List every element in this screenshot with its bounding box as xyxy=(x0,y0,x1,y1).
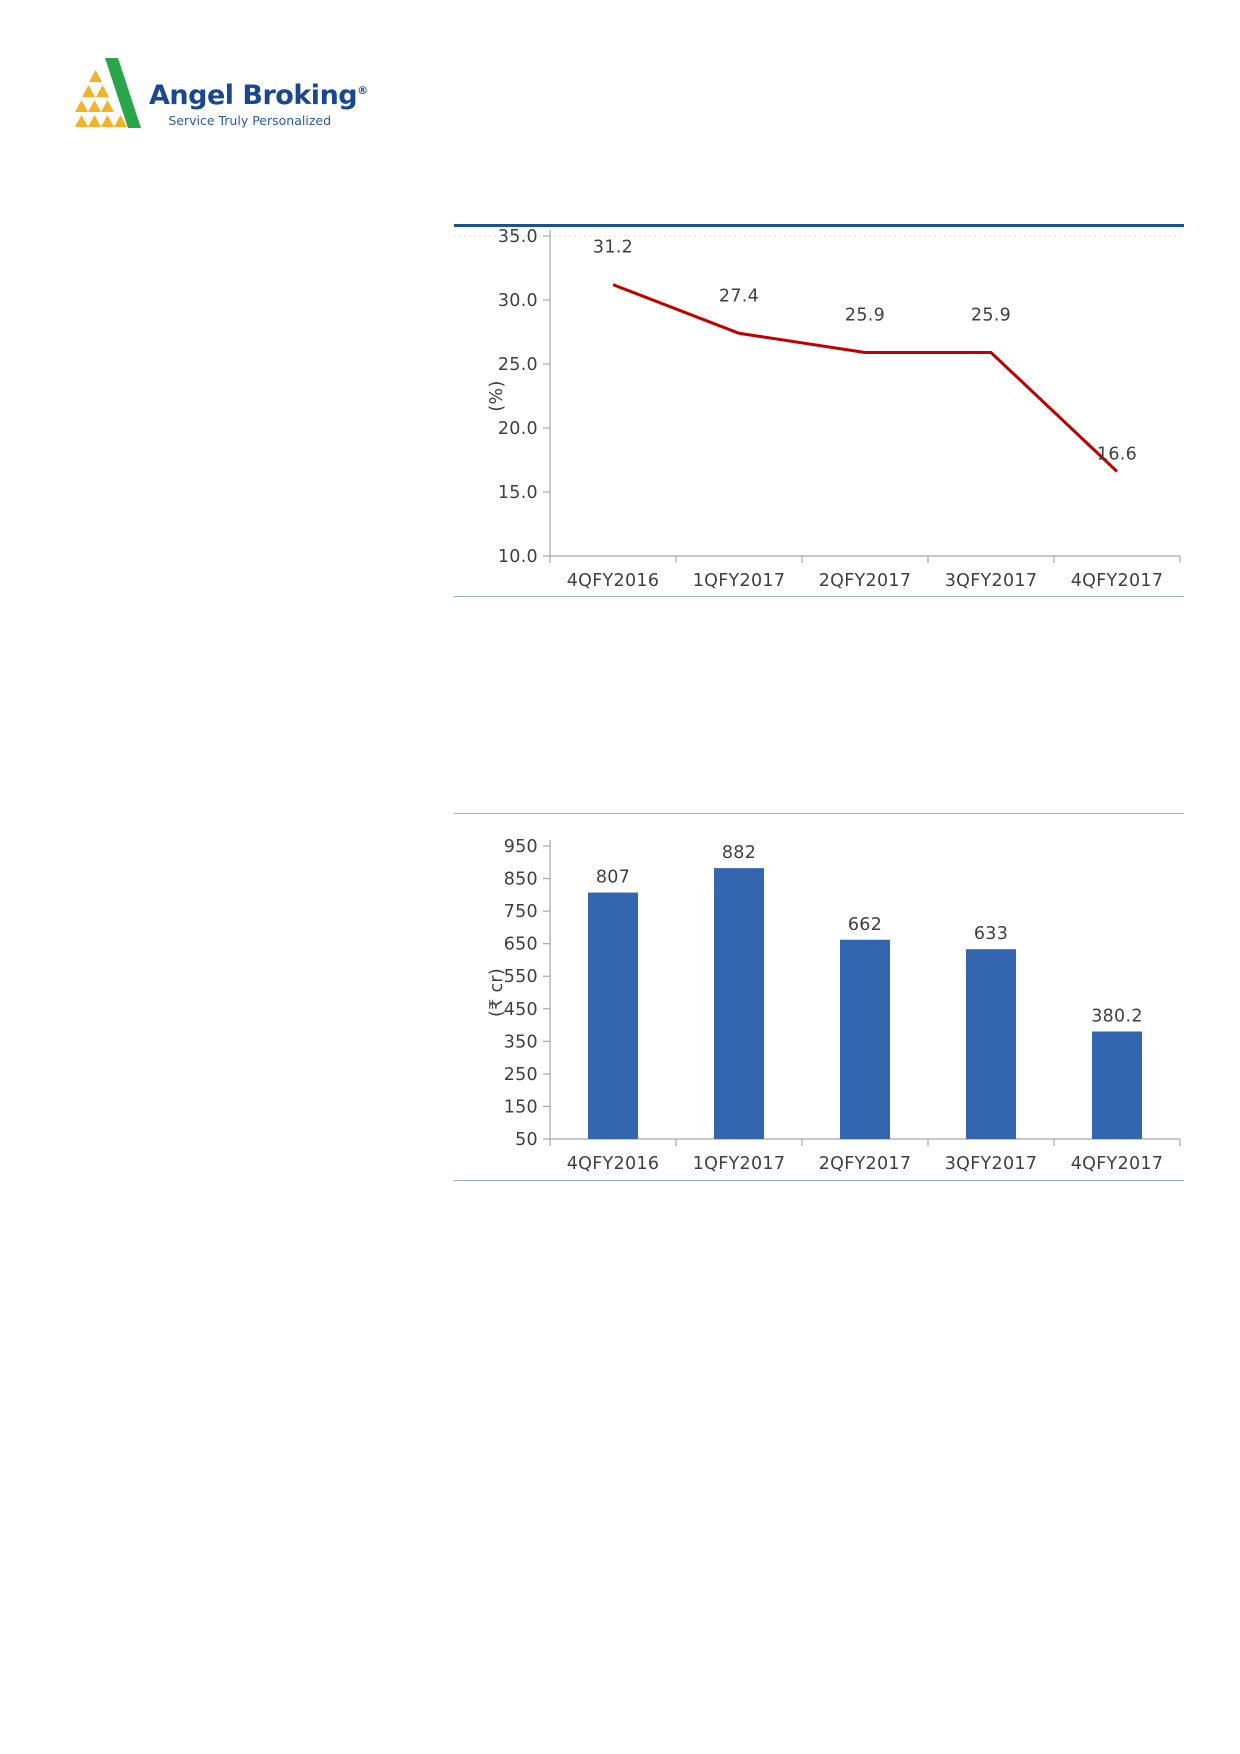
svg-text:550: 550 xyxy=(504,967,538,987)
svg-text:27.4: 27.4 xyxy=(719,286,759,306)
bar-chart-canvas: 950 850 750 650 550 450 350 250 150 50 4QFY2016 1QF… xyxy=(487,837,1181,1174)
svg-text:882: 882 xyxy=(722,843,756,863)
svg-text:25.9: 25.9 xyxy=(971,305,1011,325)
svg-text:450: 450 xyxy=(504,1000,538,1020)
svg-text:16.6: 16.6 xyxy=(1097,445,1137,465)
svg-text:4QFY2016: 4QFY2016 xyxy=(567,1154,660,1174)
registered-trademark: ® xyxy=(357,84,368,97)
svg-text:(₹ cr): (₹ cr) xyxy=(487,968,507,1017)
svg-text:380.2: 380.2 xyxy=(1091,1007,1143,1027)
svg-text:2QFY2017: 2QFY2017 xyxy=(819,1154,912,1174)
profit-bar-chart: 950 850 750 650 550 450 350 250 150 50 4QFY2016 1QF… xyxy=(454,813,1184,1181)
svg-text:350: 350 xyxy=(504,1032,538,1052)
angel-broking-logo-icon xyxy=(75,58,141,128)
svg-text:30.0: 30.0 xyxy=(498,291,538,311)
svg-text:750: 750 xyxy=(504,902,538,922)
svg-text:31.2: 31.2 xyxy=(593,238,633,258)
svg-text:850: 850 xyxy=(504,870,538,890)
svg-text:10.0: 10.0 xyxy=(498,547,538,567)
svg-text:150: 150 xyxy=(504,1097,538,1117)
svg-text:4QFY2017: 4QFY2017 xyxy=(1071,571,1164,591)
svg-text:650: 650 xyxy=(504,935,538,955)
svg-text:35.0: 35.0 xyxy=(498,227,538,247)
angel-broking-logo: Angel Broking® Service Truly Personalize… xyxy=(75,56,368,131)
svg-text:50: 50 xyxy=(515,1130,538,1150)
svg-text:20.0: 20.0 xyxy=(498,419,538,439)
opm-line-chart: 35.0 30.0 25.0 20.0 15.0 10.0 4QFY2016 1QFY2017… xyxy=(454,224,1184,597)
line-chart-canvas: 35.0 30.0 25.0 20.0 15.0 10.0 4QFY2016 1QFY2017… xyxy=(454,227,1184,591)
logo-brand-name: Angel Broking® xyxy=(149,80,368,111)
svg-text:(%): (%) xyxy=(487,380,507,411)
svg-text:633: 633 xyxy=(974,924,1008,944)
svg-text:250: 250 xyxy=(504,1065,538,1085)
svg-text:1QFY2017: 1QFY2017 xyxy=(693,571,786,591)
svg-text:4QFY2016: 4QFY2016 xyxy=(567,571,660,591)
svg-text:807: 807 xyxy=(596,868,630,888)
svg-text:4QFY2017: 4QFY2017 xyxy=(1071,1154,1164,1174)
svg-text:950: 950 xyxy=(504,837,538,857)
svg-text:25.9: 25.9 xyxy=(845,305,885,325)
svg-text:662: 662 xyxy=(848,915,882,935)
svg-text:1QFY2017: 1QFY2017 xyxy=(693,1154,786,1174)
svg-text:15.0: 15.0 xyxy=(498,483,538,503)
svg-text:3QFY2017: 3QFY2017 xyxy=(945,571,1038,591)
svg-text:2QFY2017: 2QFY2017 xyxy=(819,571,912,591)
svg-text:25.0: 25.0 xyxy=(498,355,538,375)
svg-text:3QFY2017: 3QFY2017 xyxy=(945,1154,1038,1174)
logo-tagline: Service Truly Personalized xyxy=(168,113,331,128)
